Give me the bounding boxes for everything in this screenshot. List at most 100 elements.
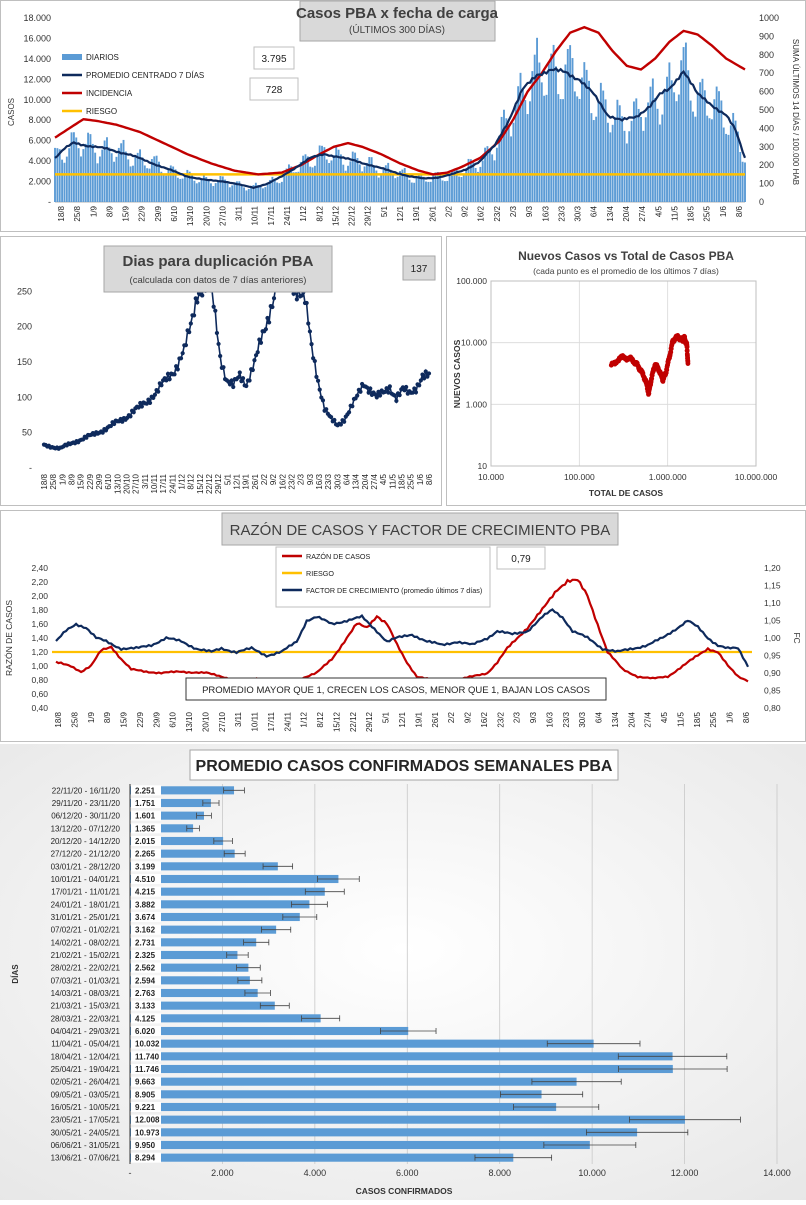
duplication-point (412, 386, 417, 391)
category-label: 20/12/20 - 14/12/20 (51, 837, 121, 846)
daily-bar (75, 137, 78, 202)
y-tick-label: 100.000 (456, 276, 487, 286)
duplication-point (156, 389, 161, 394)
bar-label-bg (131, 1089, 161, 1100)
razon-chart-panel: RAZÓN DE CASOS Y FACTOR DE CRECIMIENTO P… (0, 510, 806, 742)
x-tick-label: 13/4 (352, 473, 361, 489)
x-tick-label: 17/11 (267, 205, 276, 225)
x-tick-label: 16/3 (541, 205, 550, 221)
duplication-point (366, 390, 371, 395)
x-tick-label: 25/8 (49, 473, 58, 489)
x-tick-label: 22/9 (136, 711, 145, 727)
daily-bar (656, 108, 659, 202)
daily-bar (158, 161, 160, 202)
daily-bar (446, 180, 449, 202)
category-label: 07/02/21 - 01/02/21 (51, 926, 121, 935)
duplication-point (271, 296, 277, 301)
bar-label-bg (131, 1013, 161, 1024)
duplication-point (191, 313, 197, 318)
daily-bar (491, 154, 494, 202)
bar (130, 988, 258, 998)
daily-bar (391, 173, 394, 202)
x-tick-label: 3/11 (235, 205, 244, 221)
bar-label-bg (131, 912, 161, 922)
daily-bar (139, 149, 142, 202)
category-label: 27/12/20 - 21/12/20 (51, 850, 121, 859)
daily-bar (61, 159, 64, 202)
x-tick-label: 26/1 (251, 473, 260, 489)
category-label: 06/12/20 - 30/11/20 (51, 812, 120, 821)
daily-bar (692, 111, 694, 202)
duplication-point (108, 423, 113, 429)
duplication-point (304, 300, 309, 306)
bar-value-label: 10.973 (135, 1128, 160, 1137)
duplication-point (200, 293, 205, 298)
daily-bar (514, 104, 517, 202)
chart-subtitle: (cada punto es el promedio de los último… (533, 266, 719, 276)
daily-bar (668, 62, 671, 203)
y-right-tick-label: 900 (759, 31, 774, 41)
daily-bar (257, 185, 260, 202)
daily-bar (590, 113, 593, 202)
daily-bar (543, 95, 546, 202)
daily-bar (382, 169, 385, 202)
daily-bar (581, 77, 583, 202)
category-label: 24/01/21 - 18/01/21 (51, 900, 121, 909)
duplication-point (355, 393, 360, 398)
value-box (496, 546, 546, 570)
daily-bar (609, 132, 612, 202)
x-tick-label: 12/1 (396, 205, 405, 221)
daily-bar (155, 155, 158, 202)
daily-bar (98, 156, 101, 202)
y-right-tick-label: 1,10 (764, 598, 781, 608)
x-tick-label: 4/5 (660, 711, 669, 723)
x-tick-label: 12/1 (398, 711, 407, 727)
bar (130, 1077, 577, 1086)
daily-bar (540, 82, 543, 202)
category-label: 11/04/21 - 05/04/21 (51, 1040, 120, 1049)
x-tick-label: 8/9 (103, 711, 112, 723)
daily-bar (304, 154, 307, 202)
bar-label-bg (131, 1140, 161, 1150)
daily-bar (564, 64, 567, 202)
y-axis-label: CASOS (7, 98, 16, 126)
daily-bar (521, 90, 524, 202)
y-right-tick-label: 1,05 (764, 616, 781, 626)
x-axis-label: CASOS CONFIRMADOS (356, 1186, 453, 1196)
daily-bar (332, 155, 335, 202)
daily-bar (347, 165, 349, 202)
x-tick-label: 13/4 (606, 205, 615, 221)
y-right-tick-label: 1,20 (764, 563, 781, 573)
growth-factor-line (55, 608, 749, 668)
daily-bar (219, 176, 222, 202)
x-tick-label: 8/6 (735, 205, 744, 217)
x-tick-label: 20/10 (123, 473, 132, 494)
bar-label-bg (131, 1064, 161, 1074)
daily-bar (132, 165, 134, 202)
daily-bar (460, 177, 463, 202)
daily-bar (623, 130, 626, 202)
daily-bar (254, 182, 257, 202)
bar (130, 862, 278, 871)
daily-bar (654, 98, 657, 202)
daily-bar (519, 72, 522, 202)
daily-bar (443, 181, 446, 202)
daily-bar (550, 53, 553, 202)
x-tick-label: 27/10 (218, 205, 227, 226)
category-label: 04/04/21 - 29/03/21 (51, 1027, 121, 1036)
x-tick-label: 9/3 (306, 473, 315, 485)
duplication-point (315, 378, 321, 383)
daily-bar (739, 152, 742, 202)
daily-bar (529, 101, 531, 202)
x-tick-label: 1/9 (58, 473, 67, 485)
duplication-point (231, 384, 236, 390)
legend-label: RIESGO (86, 107, 117, 116)
x-tick-label: 22/9 (86, 473, 95, 489)
duplication-point (138, 400, 143, 406)
x-tick-label: 16/2 (278, 473, 287, 489)
bar (130, 900, 310, 909)
daily-bar (595, 116, 598, 202)
x-tick-label: 1/12 (178, 473, 187, 489)
category-label: 16/05/21 - 10/05/21 (51, 1103, 121, 1112)
x-tick-label: 18/8 (54, 711, 63, 727)
